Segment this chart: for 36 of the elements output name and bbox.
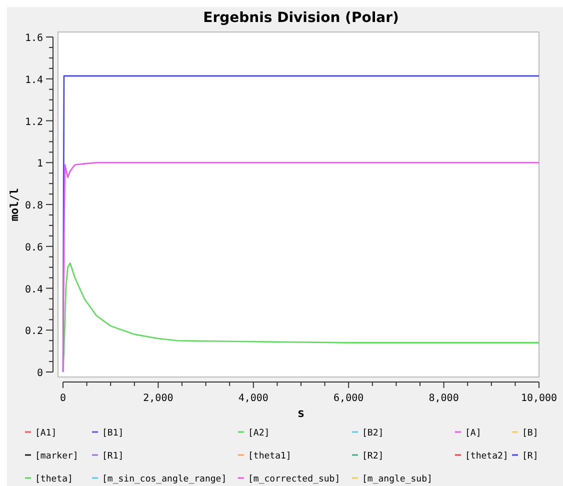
- y-tick-label: 0: [36, 368, 43, 379]
- legend-label: [A2]: [248, 428, 270, 438]
- line-series: [62, 262, 540, 373]
- y-tick-label: 0.4: [24, 284, 43, 296]
- legend-label: [B]: [522, 428, 538, 438]
- x-tick-label: 0: [60, 393, 66, 404]
- chart-title: Ergebnis Division (Polar): [203, 10, 399, 26]
- y-tick-label: 0.8: [24, 200, 43, 212]
- y-tick-label: 1.2: [24, 116, 43, 128]
- legend-label: [R1]: [102, 452, 124, 462]
- legend-label: [theta1]: [248, 452, 292, 462]
- legend-label: [theta]: [35, 474, 73, 484]
- legend-label: [A1]: [35, 428, 57, 438]
- y-tick-label: 0.6: [24, 242, 43, 254]
- x-tick-label: 4,000: [238, 393, 268, 404]
- legend-label: [m_sin_cos_angle_range]: [102, 474, 227, 484]
- x-axis-title: s: [297, 406, 305, 420]
- x-tick-label: 10,000: [520, 393, 558, 404]
- y-tick-label: 1.6: [24, 33, 43, 44]
- legend-label: [B1]: [102, 428, 124, 438]
- legend-label: [B2]: [362, 428, 384, 438]
- y-tick-label: 1.4: [24, 74, 43, 86]
- legend-label: [A]: [465, 428, 482, 438]
- legend-label: [R]: [522, 452, 538, 462]
- y-tick-label: 1: [36, 158, 43, 170]
- x-tick-label: 6,000: [334, 393, 364, 404]
- y-tick-label: 0.2: [24, 326, 43, 338]
- x-tick-label: 2,000: [143, 393, 174, 404]
- line-series: [62, 162, 540, 373]
- legend-label: [m_corrected_sub]: [248, 474, 340, 484]
- legend-label: [m_angle_sub]: [362, 474, 432, 484]
- y-axis-title: mol/l: [8, 188, 21, 222]
- x-tick-label: 8,000: [428, 393, 459, 404]
- legend-label: [marker]: [35, 452, 78, 462]
- legend-label: [R2]: [362, 452, 384, 462]
- legend-label: [theta2]: [465, 452, 508, 462]
